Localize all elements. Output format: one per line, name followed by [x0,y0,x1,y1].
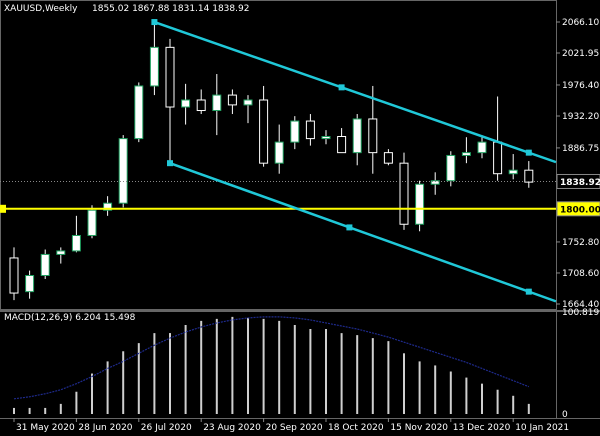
price-tick-label: 1752.80 [562,238,599,248]
candle-body [383,152,393,164]
candle-body [165,46,175,108]
candle-body [87,209,97,236]
chart-grid [0,0,600,419]
current-price-tag: 1838.92 [560,178,600,188]
channel-upper-line-handle[interactable] [338,84,345,91]
candle-body [352,118,362,154]
candle-body [196,99,206,112]
ohlc-values: 1855.02 1867.88 1831.14 1838.92 [92,4,249,14]
time-tick-label: 28 Jun 2020 [78,423,132,433]
price-tick-label: 1708.60 [562,269,599,279]
current-price-tag-box [556,173,600,189]
time-tick-label: 26 Jul 2020 [141,423,192,433]
time-tick-label: 10 Jan 2021 [515,423,569,433]
symbol-timeframe: XAUUSD,Weekly [4,4,78,14]
candle-body [227,94,237,106]
macd-tick-label: 0 [562,410,568,420]
axes: 2066.10 2021.95 1976.40 1932.20 1886.75 1752.… [13,18,600,433]
candle-body [134,85,144,140]
price-tick-label: 2021.95 [562,49,599,59]
level-price-tag-box [556,201,600,217]
candle-body [305,120,315,140]
price-tick-label: 1886.75 [562,144,599,154]
price-tick-label: 1932.20 [562,112,599,122]
candle-body [243,99,253,106]
channel-lower-line-handle[interactable] [525,288,532,295]
candle-body [181,99,191,108]
channel-upper-line-handle[interactable] [525,149,532,156]
candle-body [446,154,456,182]
candle-body [9,257,19,294]
candle-body [399,162,409,225]
channel-upper-line-handle[interactable] [151,19,158,26]
time-tick-label: 18 Oct 2020 [328,423,384,433]
channel-lower-line-handle[interactable] [346,224,353,231]
price-tick-label: 1976.40 [562,81,599,91]
macd-histogram [13,316,530,414]
price-channel [0,19,557,303]
candle-body [524,169,534,183]
candle-body [477,141,487,154]
time-tick-label: 20 Sep 2020 [266,423,323,433]
price-tick-label: 2066.10 [562,18,599,28]
price-panel-frame [0,0,557,310]
candle-body [321,135,331,140]
candle-body [103,202,113,211]
candle-body [461,152,471,156]
time-tick-label: 15 Nov 2020 [390,423,448,433]
candle-body [56,250,66,255]
candlestick-series [9,22,534,301]
candle-body [508,169,518,175]
channel-lower-line-handle[interactable] [167,160,173,167]
channel-upper-line [153,20,557,164]
candle-body [430,180,440,185]
candle-body [290,120,300,143]
candle-body [415,183,425,225]
candle-body [259,99,269,164]
candle-body [149,46,159,87]
macd-signal-line [13,316,530,400]
candle-body [274,141,284,164]
candle-body [368,118,378,154]
level-price-tag: 1800.00 [560,205,600,215]
time-tick-label: 23 Aug 2020 [203,423,261,433]
candle-body [118,138,128,204]
candle-body [337,135,347,154]
candle-body [493,141,503,175]
macd-label: MACD(12,26,9) 6.204 15.498 [4,313,136,323]
time-tick-label: 13 Dec 2020 [453,423,511,433]
candle-body [40,253,50,276]
channel-lower-line [169,161,557,303]
time-tick-label: 31 May 2020 [16,423,75,433]
candle-body [212,94,222,112]
macd-tick-label: 100.819 [562,308,599,318]
price-tick-label: 1664.40 [562,300,599,310]
level-line-anchor [0,204,6,213]
candle-body [71,234,81,252]
candle-body [25,274,35,293]
